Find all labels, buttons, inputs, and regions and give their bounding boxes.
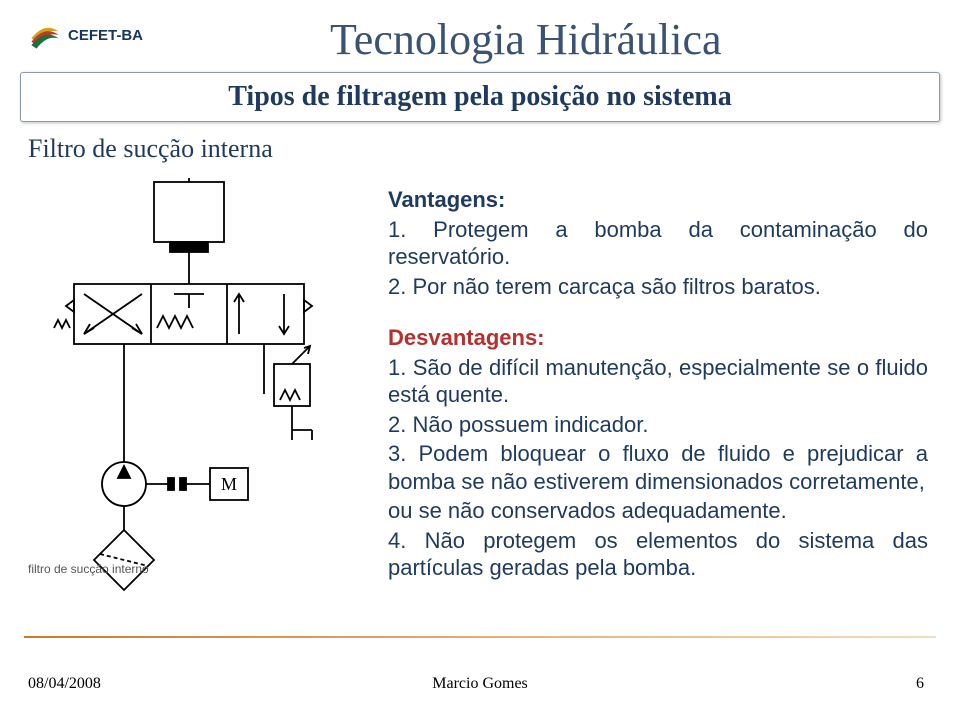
svg-text:M: M <box>221 474 237 494</box>
diagram-caption: filtro de sucção interno <box>28 562 149 576</box>
vantagens-item: 1. Protegem a bomba da contaminação do r… <box>388 216 928 271</box>
vantagens-item: 2. Por não terem carcaça são filtros bar… <box>388 273 928 301</box>
logo-swoosh-icon <box>28 18 62 52</box>
hydraulic-diagram: M <box>24 178 364 608</box>
desvantagens-item: ou se não conservados adequadamente. <box>388 497 928 525</box>
divider <box>24 636 936 638</box>
desvantagens-item: 1. São de difícil manutenção, especialme… <box>388 354 928 409</box>
subtitle-box: Tipos de filtragem pela posição no siste… <box>20 72 940 122</box>
logo-text: CEFET-BA <box>68 27 143 44</box>
logo: CEFET-BA <box>28 18 143 52</box>
section-heading: Filtro de sucção interna <box>28 134 273 164</box>
footer-page: 6 <box>916 675 924 693</box>
content-column: Vantagens: 1. Protegem a bomba da contam… <box>388 186 928 584</box>
desvantagens-item: 3. Podem bloquear o fluxo de fluido e pr… <box>388 440 928 495</box>
page-title: Tecnologia Hidráulica <box>330 14 722 65</box>
desvantagens-heading: Desvantagens: <box>388 324 928 352</box>
desvantagens-item: 4. Não protegem os elementos do sistema … <box>388 527 928 582</box>
subtitle: Tipos de filtragem pela posição no siste… <box>228 81 731 113</box>
footer-author: Marcio Gomes <box>0 675 960 693</box>
vantagens-heading: Vantagens: <box>388 186 928 214</box>
desvantagens-item: 2. Não possuem indicador. <box>388 411 928 439</box>
